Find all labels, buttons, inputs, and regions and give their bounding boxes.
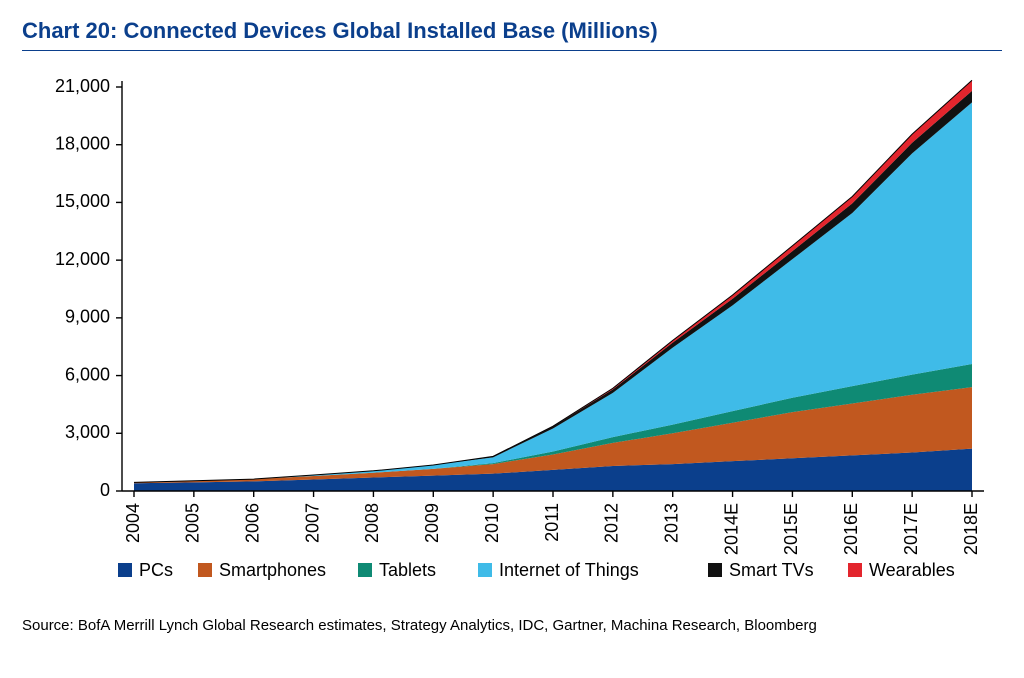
x-tick-label: 2014E	[721, 503, 741, 555]
source-line: Source: BofA Merrill Lynch Global Resear…	[22, 617, 1002, 634]
legend-swatch	[118, 563, 132, 577]
x-tick-label: 2006	[242, 503, 262, 543]
x-tick-label: 2004	[123, 503, 143, 543]
x-tick-label: 2005	[183, 503, 203, 543]
y-tick-label: 0	[100, 480, 110, 500]
legend-swatch	[198, 563, 212, 577]
legend-swatch	[358, 563, 372, 577]
legend-swatch	[478, 563, 492, 577]
y-tick-label: 21,000	[55, 76, 110, 96]
x-tick-label: 2011	[542, 503, 562, 542]
x-tick-label: 2015E	[781, 503, 801, 555]
chart-container: Chart 20: Connected Devices Global Insta…	[0, 0, 1024, 678]
x-tick-label: 2008	[362, 503, 382, 543]
y-tick-label: 15,000	[55, 191, 110, 211]
chart-title: Chart 20: Connected Devices Global Insta…	[22, 18, 1002, 51]
y-tick-label: 18,000	[55, 133, 110, 153]
legend-label: PCs	[139, 560, 173, 580]
legend-swatch	[848, 563, 862, 577]
x-tick-label: 2009	[422, 503, 442, 543]
x-tick-label: 2010	[482, 503, 502, 543]
legend-label: Internet of Things	[499, 560, 639, 580]
x-tick-label: 2016E	[841, 503, 861, 555]
y-tick-label: 9,000	[65, 307, 110, 327]
x-tick-label: 2017E	[901, 503, 921, 555]
x-tick-label: 2007	[302, 503, 322, 543]
legend-label: Smart TVs	[729, 560, 814, 580]
plot-area: 0 3,000 6,000 9,000 12,000 15,000 18,000 21,000…	[22, 59, 1002, 599]
x-tick-label: 2012	[602, 503, 622, 543]
legend-swatch	[708, 563, 722, 577]
legend-label: Wearables	[869, 560, 955, 580]
y-tick-label: 12,000	[55, 249, 110, 269]
x-tick-label: 2018E	[961, 503, 981, 555]
x-tick-label: 2013	[661, 503, 681, 543]
y-tick-label: 6,000	[65, 364, 110, 384]
y-tick-label: 3,000	[65, 422, 110, 442]
legend-label: Smartphones	[219, 560, 326, 580]
legend: PCs Smartphones Tablets Internet of Things S…	[118, 560, 955, 580]
legend-label: Tablets	[379, 560, 436, 580]
stacked-area-chart: 0 3,000 6,000 9,000 12,000 15,000 18,000 21,000…	[22, 59, 1002, 599]
